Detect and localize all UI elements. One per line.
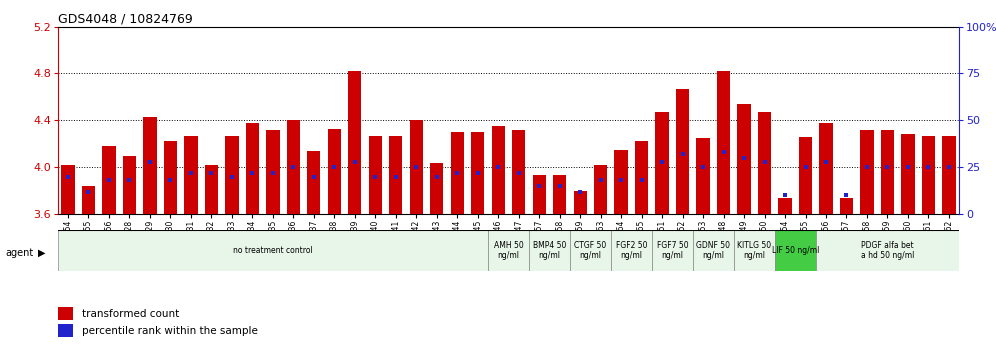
Bar (861, 130, 873, 214)
Bar (103, 146, 116, 214)
Text: percentile rank within the sample: percentile rank within the sample (82, 326, 258, 336)
Bar (123, 155, 136, 214)
Bar (58, 307, 73, 320)
Bar (389, 136, 402, 214)
Text: LIF 50 ng/ml: LIF 50 ng/ml (772, 246, 819, 255)
Bar (529, 230, 570, 271)
Bar (58, 230, 488, 271)
Bar (471, 132, 484, 214)
Bar (488, 230, 529, 271)
Bar (307, 151, 321, 214)
Bar (816, 230, 959, 271)
Bar (553, 176, 567, 214)
Bar (570, 230, 611, 271)
Bar (758, 112, 771, 214)
Bar (651, 230, 693, 271)
Bar (635, 142, 648, 214)
Text: FGF2 50
ng/ml: FGF2 50 ng/ml (616, 241, 647, 260)
Bar (492, 126, 505, 214)
Bar (62, 165, 75, 214)
Bar (611, 230, 651, 271)
Text: no treatment control: no treatment control (233, 246, 313, 255)
Bar (533, 176, 546, 214)
Bar (82, 186, 96, 214)
Bar (143, 117, 156, 214)
Bar (58, 324, 73, 337)
Text: transformed count: transformed count (82, 309, 179, 319)
Text: ▶: ▶ (38, 248, 46, 258)
Text: BMP4 50
ng/ml: BMP4 50 ng/ml (533, 241, 566, 260)
Bar (615, 150, 627, 214)
Bar (799, 137, 812, 214)
Bar (696, 138, 710, 214)
Bar (778, 198, 792, 214)
Bar (450, 132, 464, 214)
Text: FGF7 50
ng/ml: FGF7 50 ng/ml (656, 241, 688, 260)
Bar (163, 142, 177, 214)
Text: KITLG 50
ng/ml: KITLG 50 ng/ml (737, 241, 771, 260)
Text: CTGF 50
ng/ml: CTGF 50 ng/ml (575, 241, 607, 260)
Bar (775, 230, 816, 271)
Bar (655, 112, 668, 214)
Text: GDS4048 / 10824769: GDS4048 / 10824769 (58, 12, 192, 25)
Bar (921, 136, 935, 214)
Bar (328, 129, 341, 214)
Text: PDGF alfa bet
a hd 50 ng/ml: PDGF alfa bet a hd 50 ng/ml (861, 241, 914, 260)
Bar (225, 136, 239, 214)
Text: GDNF 50
ng/ml: GDNF 50 ng/ml (696, 241, 730, 260)
Bar (246, 123, 259, 214)
Bar (734, 230, 775, 271)
Bar (594, 165, 608, 214)
Bar (369, 136, 381, 214)
Text: agent: agent (5, 248, 33, 258)
Bar (574, 191, 587, 214)
Bar (880, 130, 894, 214)
Bar (901, 135, 914, 214)
Bar (942, 136, 955, 214)
Bar (184, 136, 197, 214)
Bar (512, 130, 525, 214)
Bar (820, 123, 833, 214)
Bar (430, 162, 443, 214)
Bar (840, 198, 854, 214)
Bar (737, 104, 751, 214)
Bar (717, 71, 730, 214)
Bar (287, 120, 300, 214)
Bar (409, 120, 423, 214)
Bar (676, 89, 689, 214)
Text: AMH 50
ng/ml: AMH 50 ng/ml (494, 241, 523, 260)
Bar (266, 130, 280, 214)
Bar (205, 165, 218, 214)
Bar (349, 71, 362, 214)
Bar (693, 230, 734, 271)
